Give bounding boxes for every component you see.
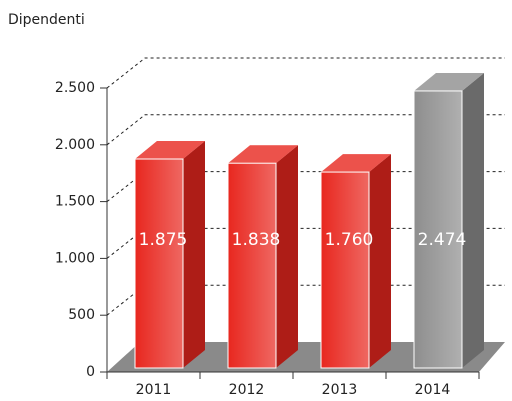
bar-side [369,154,391,368]
bar-shine [321,172,369,368]
x-tick-label: 2014 [415,382,451,398]
x-tick-label: 2011 [136,382,172,398]
bar-side-shade [462,72,484,368]
x-tick-label: 2013 [322,382,358,398]
floor [107,342,505,372]
bar-shine [228,163,276,368]
bar-top [414,72,484,91]
y-tick-label: 0 [86,364,95,380]
bar-side-shade [276,145,298,368]
bar-top [228,145,298,164]
value-label: 1.875 [139,230,188,250]
bar-top-shine [321,154,391,173]
grid-line [106,57,505,89]
bar-side [276,145,298,368]
y-tick-label: 2.000 [55,137,95,153]
y-tick-label: 1.500 [55,194,95,210]
bar-side [462,72,484,368]
chart-title: Dipendenti [8,12,85,28]
grid-line [106,114,505,146]
bar-top-shine [135,141,205,159]
bar-side-shade [183,141,205,368]
bar-side [183,141,205,368]
y-tick-label: 1.000 [55,250,95,266]
bar-top-shine [228,145,298,164]
bar-top [135,141,205,159]
bar-top [321,154,391,173]
bar-shine [135,159,183,368]
y-tick-label: 500 [68,307,95,323]
y-tick-label: 2.500 [55,80,95,96]
bar-shine [414,90,462,368]
value-label: 1.760 [325,230,374,250]
value-label: 2.474 [418,230,467,250]
bar-side-shade [369,154,391,368]
x-tick-label: 2012 [229,382,265,398]
bar-top-shine [414,72,484,91]
value-label: 1.838 [232,230,281,250]
